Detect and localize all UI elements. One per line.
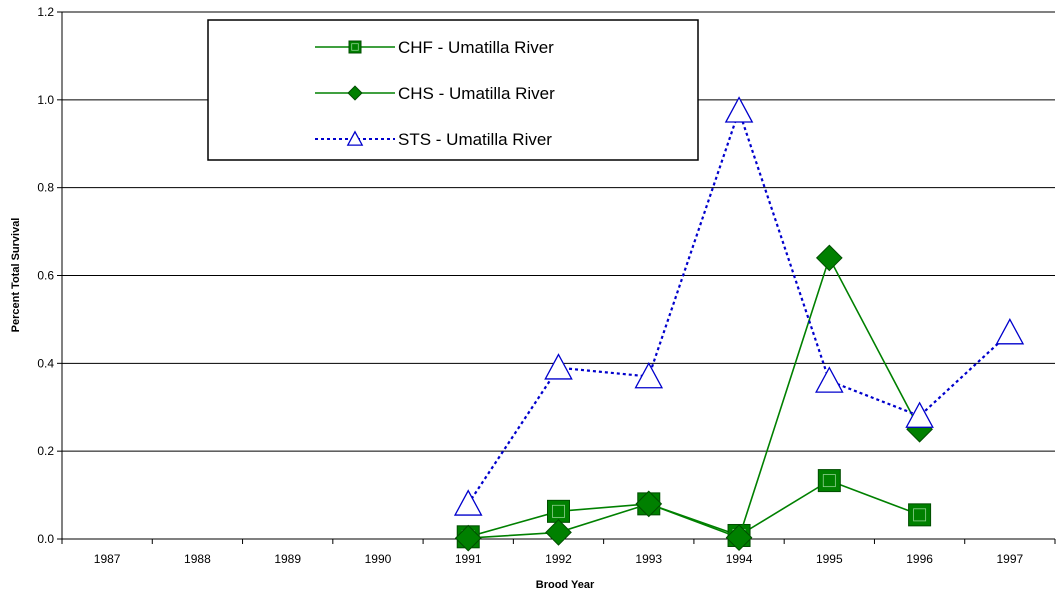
series-line-0 [467, 479, 920, 538]
data-point-0-1992 [547, 499, 570, 523]
y-tick-label: 1.2 [37, 5, 54, 19]
x-tick-label: 1988 [184, 552, 211, 566]
x-tick-label: 1993 [635, 552, 662, 566]
legend-marker-2 [346, 130, 364, 146]
legend: CHF - Umatilla River CHS - Umatilla River… [207, 19, 699, 161]
x-tick-label: 1991 [455, 552, 482, 566]
data-point-1-1995 [815, 244, 843, 272]
y-tick-label: 1.0 [37, 93, 54, 107]
data-point-1-1991 [454, 524, 482, 552]
data-point-2-1997 [995, 318, 1025, 345]
data-point-0-1995-inner [822, 474, 836, 488]
legend-label-1: CHS - Umatilla River [398, 84, 555, 103]
x-tick-label: 1995 [816, 552, 843, 566]
legend-item-2: STS - Umatilla River [315, 130, 552, 149]
x-tick-label: 1992 [545, 552, 572, 566]
data-point-0-1996-inner [913, 508, 927, 522]
y-tick-label: 0.4 [37, 356, 54, 370]
legend-marker-0 [348, 40, 362, 54]
data-point-1-1992 [545, 519, 572, 546]
legend-items: CHF - Umatilla River CHS - Umatilla River… [315, 38, 555, 149]
data-point-1-1993 [635, 490, 663, 518]
x-tick-label: 1990 [365, 552, 392, 566]
legend-marker-1 [347, 85, 363, 101]
data-point-2-1994 [724, 96, 754, 123]
data-point-0-1995 [817, 469, 841, 493]
legend-label-2: STS - Umatilla River [398, 130, 552, 149]
y-axis-title: Percent Total Survival [10, 218, 22, 333]
legend-item-0: CHF - Umatilla River [315, 38, 554, 57]
series-1 [454, 244, 933, 552]
legend-label-0: CHF - Umatilla River [398, 38, 554, 57]
x-tick-label: 1996 [906, 552, 933, 566]
data-point-0-1996 [908, 503, 932, 527]
data-point-2-1995 [815, 366, 844, 393]
y-tick-label: 0.6 [37, 269, 54, 283]
series-2 [453, 96, 1025, 516]
series-line-2 [467, 107, 1011, 505]
data-point-2-1991 [453, 489, 483, 516]
y-tick-label: 0.8 [37, 181, 54, 195]
data-point-2-1992 [544, 353, 573, 380]
series-0 [456, 469, 932, 549]
series-layer [453, 96, 1025, 552]
data-point-0-1992-inner [552, 504, 565, 518]
x-tick-label: 1997 [997, 552, 1024, 566]
data-point-2-1996 [905, 401, 934, 428]
x-tick-label: 1989 [274, 552, 301, 566]
legend-box [207, 19, 699, 161]
y-tick-labels: 0.0 0.2 0.4 0.6 0.8 1.0 1.2 [37, 5, 54, 546]
data-point-2-1993 [634, 361, 664, 389]
x-tick-labels: 1987 1988 1989 1990 1991 1992 1993 1994 1995 1996… [94, 552, 1024, 566]
legend-item-1: CHS - Umatilla River [315, 84, 555, 103]
y-tick-label: 0.0 [37, 532, 54, 546]
x-tick-label: 1987 [94, 552, 121, 566]
y-tick-label: 0.2 [37, 444, 54, 458]
data-point-1-1994 [725, 524, 753, 552]
x-axis-title: Brood Year [536, 579, 595, 591]
x-tick-label: 1994 [726, 552, 753, 566]
legend-marker-0-inner [351, 43, 359, 51]
series-line-1 [468, 255, 921, 539]
